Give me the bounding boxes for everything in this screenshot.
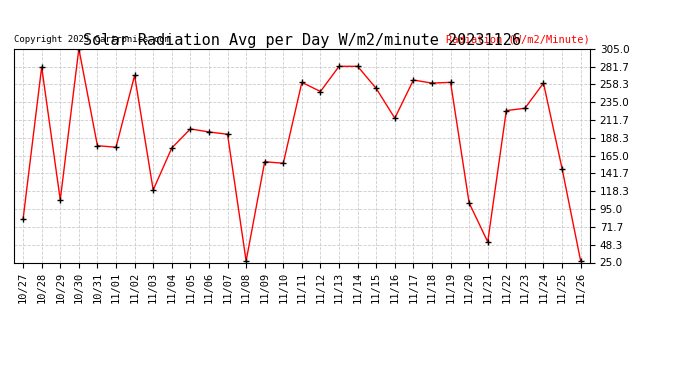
Text: Copyright 2023 Cartronics.com: Copyright 2023 Cartronics.com	[14, 36, 170, 45]
Text: Radiation (W/m2/Minute): Radiation (W/m2/Minute)	[446, 34, 590, 45]
Title: Solar Radiation Avg per Day W/m2/minute 20231126: Solar Radiation Avg per Day W/m2/minute …	[83, 33, 521, 48]
